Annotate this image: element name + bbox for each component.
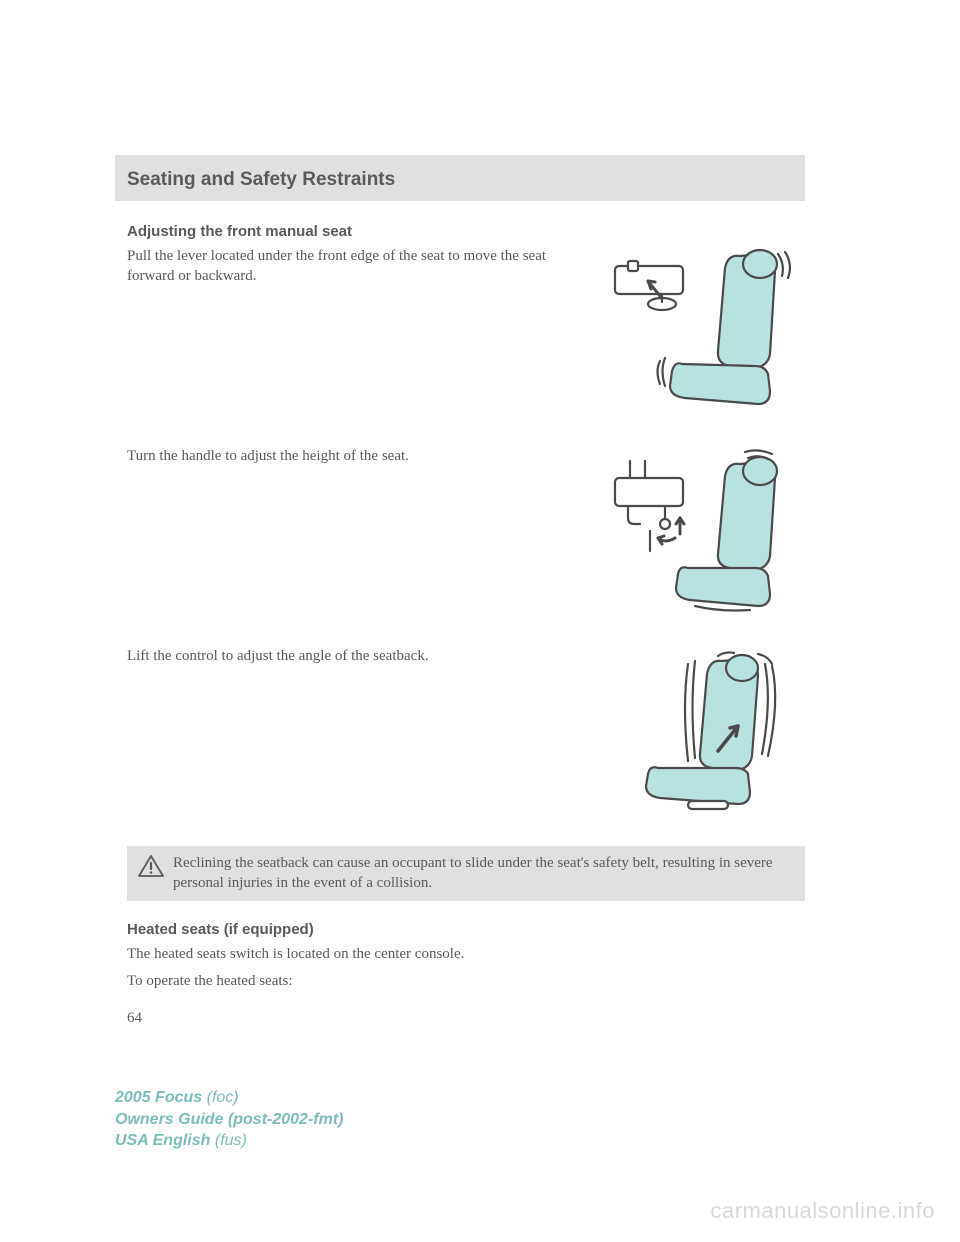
subsection-heading-heated: Heated seats (if equipped) — [127, 921, 805, 938]
warning-box: Reclining the seatback can cause an occu… — [127, 846, 805, 901]
footer-region-code: (fus) — [215, 1132, 247, 1149]
section-header: Seating and Safety Restraints — [115, 155, 805, 201]
diagram-seat-height — [610, 446, 805, 616]
footer-model-code: (foc) — [207, 1089, 239, 1106]
instruction-block-1: Pull the lever located under the front e… — [127, 246, 805, 416]
section-title: Seating and Safety Restraints — [127, 169, 793, 191]
footer-model-line: 2005 Focus (foc) — [115, 1087, 343, 1109]
warning-icon — [137, 854, 165, 878]
instruction-text-2: Turn the handle to adjust the height of … — [127, 446, 580, 466]
instruction-text-1: Pull the lever located under the front e… — [127, 246, 580, 287]
content-area: Adjusting the front manual seat Pull the… — [115, 223, 805, 1027]
footer-region-line: USA English (fus) — [115, 1130, 343, 1152]
para-heated-location: The heated seats switch is located on th… — [127, 944, 805, 965]
watermark: carmanualsonline.info — [710, 1198, 935, 1224]
diagram-seat-slide — [610, 246, 805, 416]
para-heated-operate: To operate the heated seats: — [127, 971, 805, 992]
warning-text: Reclining the seatback can cause an occu… — [173, 854, 795, 893]
page-number: 64 — [127, 1010, 805, 1027]
page-container: Seating and Safety Restraints Adjusting … — [0, 0, 960, 1027]
footer: 2005 Focus (foc) Owners Guide (post-2002… — [115, 1087, 343, 1152]
instruction-text-3: Lift the control to adjust the angle of … — [127, 646, 580, 666]
instruction-block-3: Lift the control to adjust the angle of … — [127, 646, 805, 816]
footer-region: USA English — [115, 1132, 210, 1149]
footer-model: 2005 Focus — [115, 1089, 202, 1106]
subsection-heading-adjusting: Adjusting the front manual seat — [127, 223, 805, 240]
footer-guide: Owners Guide (post-2002-fmt) — [115, 1109, 343, 1131]
instruction-block-2: Turn the handle to adjust the height of … — [127, 446, 805, 616]
diagram-seat-recline — [610, 646, 805, 816]
